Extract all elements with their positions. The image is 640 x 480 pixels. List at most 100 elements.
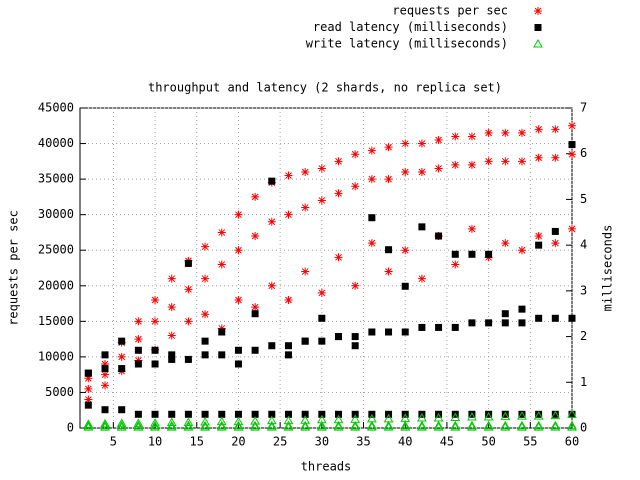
data-point (201, 242, 210, 251)
y-tick-label: 25000 (38, 243, 74, 257)
data-point (467, 160, 476, 169)
data-point (367, 175, 376, 184)
data-point (468, 250, 476, 258)
y-tick-label: 30000 (38, 207, 74, 221)
data-point (151, 410, 159, 418)
data-point (101, 351, 109, 359)
data-point (550, 420, 561, 430)
data-point (518, 319, 526, 327)
data-point (551, 153, 560, 162)
data-point (467, 412, 477, 421)
data-point (450, 412, 461, 421)
data-point (401, 246, 410, 255)
data-point (150, 422, 160, 431)
data-point (284, 342, 292, 350)
data-point (168, 351, 176, 359)
data-point (500, 420, 511, 430)
data-point (284, 410, 292, 418)
data-point (134, 335, 143, 344)
data-point (251, 192, 260, 201)
data-point (216, 422, 227, 431)
y2-tick-label: 3 (580, 283, 587, 297)
data-point (501, 410, 509, 418)
data-point (433, 412, 444, 422)
y-tick-label: 35000 (38, 172, 74, 186)
x-tick-label: 55 (523, 435, 537, 449)
data-point (350, 422, 361, 431)
data-point (216, 416, 227, 426)
data-point (100, 420, 110, 430)
data-point (184, 285, 193, 294)
legend-label: requests per sec (392, 4, 508, 18)
data-point (201, 351, 209, 359)
data-point (351, 182, 360, 191)
data-point (383, 413, 394, 423)
data-point (417, 168, 426, 176)
data-point (250, 420, 260, 430)
data-point (434, 164, 443, 173)
legend-symbol (533, 38, 543, 48)
data-point (568, 121, 576, 130)
data-point (184, 259, 192, 267)
data-point (334, 157, 343, 166)
data-point (400, 422, 411, 431)
data-point (317, 164, 326, 173)
data-point (183, 417, 194, 427)
data-point (500, 411, 511, 421)
data-point (218, 351, 226, 359)
data-point (451, 260, 460, 269)
data-point (517, 422, 527, 431)
data-point (501, 319, 509, 327)
data-point (318, 314, 326, 322)
data-point (283, 415, 294, 425)
data-point (283, 420, 294, 430)
data-point (418, 223, 426, 231)
data-point (517, 420, 527, 430)
data-point (401, 139, 410, 148)
x-tick-label: 25 (273, 435, 287, 449)
data-point (217, 228, 226, 237)
data-point (451, 160, 460, 169)
data-point (417, 422, 427, 431)
data-point (334, 253, 343, 262)
data-point (518, 305, 526, 313)
data-point (368, 328, 376, 336)
data-point (234, 360, 242, 368)
data-point (268, 342, 276, 350)
data-point (501, 157, 510, 166)
data-point (400, 420, 411, 430)
data-point (217, 260, 226, 269)
data-point (168, 355, 176, 363)
data-point (383, 422, 394, 431)
data-point (518, 410, 526, 418)
data-point (383, 420, 394, 430)
data-point (485, 410, 493, 418)
data-point (333, 420, 344, 430)
data-point (317, 196, 326, 205)
data-point (500, 422, 511, 431)
y-tick-label: 5000 (45, 385, 74, 399)
data-point (351, 410, 359, 418)
x-tick-label: 45 (440, 435, 454, 449)
data-point (200, 417, 210, 426)
data-point (451, 250, 459, 258)
y2-tick-label: 1 (580, 375, 587, 389)
data-point (251, 232, 260, 240)
data-point (467, 224, 476, 233)
data-point (351, 333, 359, 341)
data-point (300, 415, 311, 424)
data-point (251, 303, 260, 312)
data-point (250, 416, 260, 425)
data-point (234, 410, 242, 418)
data-point (251, 346, 259, 354)
data-point (435, 232, 443, 240)
data-point (117, 352, 126, 361)
data-point (484, 128, 493, 137)
data-point (483, 422, 494, 431)
data-point (201, 310, 210, 319)
data-point (234, 210, 243, 219)
data-point (517, 411, 527, 420)
data-point (467, 422, 477, 431)
data-point (367, 146, 376, 155)
data-point (384, 175, 393, 184)
